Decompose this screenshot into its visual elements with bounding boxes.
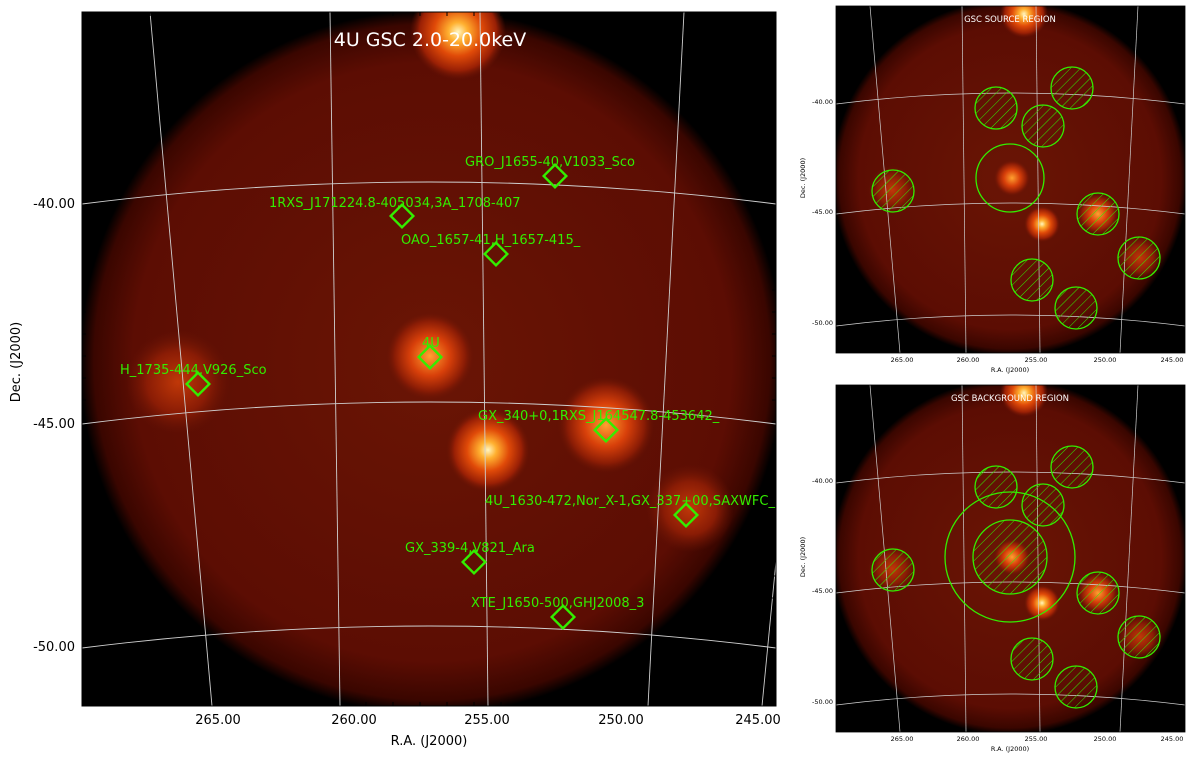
main-emission-blobs	[126, 12, 734, 552]
main-x-tick-labels: 265.00 260.00 255.00 250.00 245.00	[195, 713, 781, 728]
tick-label: -40.00	[812, 477, 833, 485]
main-tick-marks	[82, 12, 776, 706]
source-marker: 4U	[416, 336, 444, 371]
tick-label: 260.00	[957, 735, 980, 743]
tick-label: 260.00	[331, 713, 377, 728]
tick-label: 250.00	[1094, 735, 1117, 743]
source-y-tick-labels: -40.00 -45.00 -50.00	[812, 98, 833, 327]
tick-label: -50.00	[33, 640, 75, 655]
source-panel-title: GSC SOURCE REGION	[964, 15, 1056, 25]
source-markers: GRO_J1655-40,V1033_Sco 1RXS_J171224.8-405…	[120, 155, 775, 631]
tick-label: -45.00	[33, 417, 75, 432]
source-label: 1RXS_J171224.8-405034,3A_1708-407	[269, 196, 521, 211]
background-region-panel: GSC BACKGROUND REGION 265.00 260.00 255.00…	[799, 384, 1186, 753]
source-y-axis-label: Dec. (J2000)	[799, 158, 807, 198]
tick-label: -45.00	[812, 208, 833, 216]
background-y-tick-labels: -40.00 -45.00 -50.00	[812, 477, 833, 706]
source-marker: OAO_1657-41,H_1657-415_	[401, 233, 581, 268]
source-marker: GX_339-4,V821_Ara	[405, 541, 535, 576]
source-marker: 4U_1630-472,Nor_X-1,GX_337+00,SAXWFC_	[485, 494, 775, 529]
diamond-marker-icon	[592, 416, 620, 444]
source-marker: XTE_J1650-500,GHJ2008_3	[471, 596, 644, 631]
tick-label: 245.00	[735, 713, 781, 728]
tick-label: 245.00	[1161, 735, 1184, 743]
background-x-axis-label: R.A. (J2000)	[991, 745, 1029, 753]
main-y-tick-labels: -40.00 -45.00 -50.00	[33, 197, 75, 655]
tick-label: 250.00	[1094, 356, 1117, 364]
tick-label: -40.00	[812, 98, 833, 106]
tick-label: -45.00	[812, 587, 833, 595]
source-label: GX_340+0,1RXS_J164547.8-453642_	[478, 409, 720, 424]
tick-label: 245.00	[1161, 356, 1184, 364]
background-panel-title: GSC BACKGROUND REGION	[951, 394, 1069, 404]
source-x-axis-label: R.A. (J2000)	[991, 366, 1029, 374]
diamond-marker-icon	[541, 162, 569, 190]
tick-label: 250.00	[598, 713, 644, 728]
background-x-tick-labels: 265.00 260.00 255.00 250.00 245.00	[891, 735, 1184, 743]
main-title: 4U GSC 2.0-20.0keV	[334, 29, 527, 51]
source-marker: 1RXS_J171224.8-405034,3A_1708-407	[269, 196, 521, 230]
tick-label: 255.00	[1025, 356, 1048, 364]
diamond-marker-icon	[416, 343, 444, 371]
tick-label: 265.00	[891, 356, 914, 364]
source-label: 4U	[422, 336, 440, 351]
background-y-axis-label: Dec. (J2000)	[799, 537, 807, 577]
source-extraction-circle	[975, 143, 1045, 213]
source-label: GX_339-4,V821_Ara	[405, 541, 535, 556]
source-region-panel: GSC SOURCE REGION 265.00 260.00 255.00 250.…	[799, 5, 1186, 374]
source-label: XTE_J1650-500,GHJ2008_3	[471, 596, 644, 611]
source-label: H_1735-444,V926_Sco	[120, 363, 267, 378]
tick-label: -50.00	[812, 698, 833, 706]
source-marker: GRO_J1655-40,V1033_Sco	[465, 155, 635, 190]
source-marker: H_1735-444,V926_Sco	[120, 363, 267, 398]
source-label: OAO_1657-41,H_1657-415_	[401, 233, 581, 248]
diamond-marker-icon	[388, 202, 416, 230]
background-exclusion-circles	[871, 445, 1161, 709]
source-marker: GX_340+0,1RXS_J164547.8-453642_	[478, 409, 720, 444]
main-plot-border	[81, 11, 777, 707]
tick-label: -50.00	[812, 319, 833, 327]
tick-label: 265.00	[891, 735, 914, 743]
main-panel: 4U GSC 2.0-20.0keV GRO_J1655-40,V1033_Sc…	[9, 11, 781, 749]
diamond-marker-icon	[672, 501, 700, 529]
tick-label: -40.00	[33, 197, 75, 212]
diamond-marker-icon	[184, 370, 212, 398]
source-region-circles	[871, 66, 1161, 330]
source-label: 4U_1630-472,Nor_X-1,GX_337+00,SAXWFC_	[485, 494, 775, 509]
diamond-marker-icon	[482, 240, 510, 268]
tick-label: 255.00	[1025, 735, 1048, 743]
tick-label: 265.00	[195, 713, 241, 728]
source-x-tick-labels: 265.00 260.00 255.00 250.00 245.00	[891, 356, 1184, 364]
background-annulus-circle	[944, 491, 1076, 623]
diamond-marker-icon	[460, 548, 488, 576]
tick-label: 255.00	[464, 713, 510, 728]
tick-label: 260.00	[957, 356, 980, 364]
source-label: GRO_J1655-40,V1033_Sco	[465, 155, 635, 170]
main-x-axis-label: R.A. (J2000)	[391, 734, 468, 749]
main-coordinate-grid	[82, 12, 776, 706]
diamond-marker-icon	[549, 603, 577, 631]
main-y-axis-label: Dec. (J2000)	[9, 322, 24, 402]
